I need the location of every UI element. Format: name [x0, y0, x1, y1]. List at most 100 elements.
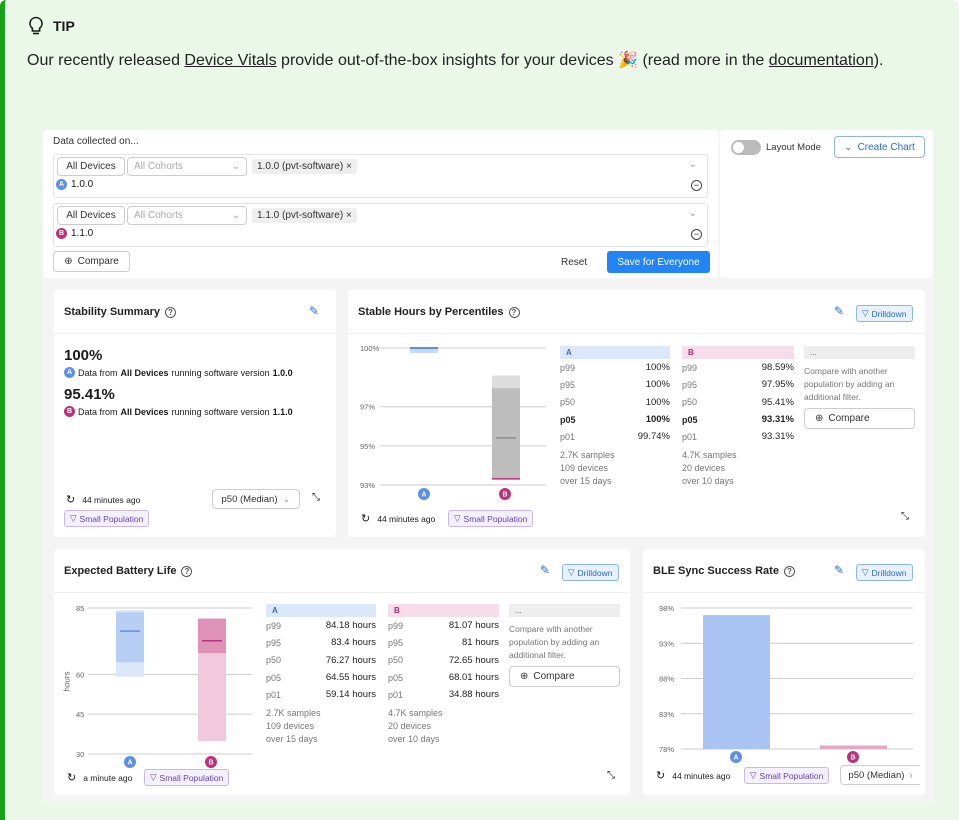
stat-row: p01 99.74%	[560, 428, 670, 445]
x-tick-a-circle	[730, 751, 742, 763]
refresh-icon[interactable]: ↻	[66, 494, 76, 506]
stat-row: p05 64.55 hours	[266, 669, 376, 686]
stat-row: p50 95.41%	[682, 394, 794, 411]
refresh-icon[interactable]: ↻	[656, 770, 666, 782]
create-chart-button[interactable]: ⌄ Create Chart	[834, 136, 925, 158]
bar-a	[703, 615, 770, 749]
small-population-badge: ▽ Small Population	[448, 510, 534, 527]
col-c-header: ...	[509, 604, 620, 617]
help-icon[interactable]: ?	[181, 565, 193, 577]
ble-card: BLE Sync Success Rate? ✎ ▽ Drilldown 98% 9…	[643, 549, 925, 795]
bar-b	[198, 618, 226, 654]
stat-percentile: p50	[682, 397, 698, 408]
chevron-down-icon[interactable]: ⌄	[688, 208, 697, 219]
compare-label: Compare	[77, 256, 119, 267]
chevron-down-icon: ⌄	[282, 493, 291, 505]
filter-icon: ▽	[750, 770, 757, 780]
tip-label: TIP	[53, 18, 75, 34]
drilldown-button[interactable]: ▽ Drilldown	[562, 564, 619, 581]
drilldown-button[interactable]: ▽ Drilldown	[856, 305, 913, 322]
remove-icon[interactable]: −	[691, 229, 702, 240]
refresh-icon[interactable]: ↻	[361, 513, 371, 525]
edit-icon[interactable]: ✎	[540, 563, 551, 577]
device-vitals-link[interactable]: Device Vitals	[184, 52, 277, 69]
edit-icon[interactable]: ✎	[309, 304, 320, 318]
stable-hours-title-row: Stable Hours by Percentiles?	[358, 306, 520, 318]
samples: 2.7K samples	[560, 450, 615, 461]
help-icon[interactable]: ?	[783, 565, 795, 577]
stability-a-group: All Devices	[120, 367, 169, 378]
stat-value: 93.31%	[761, 414, 794, 426]
percentile-select[interactable]: p50 (Median) ›	[840, 765, 920, 785]
documentation-link[interactable]: documentation	[768, 52, 874, 69]
cohort-select-b[interactable]: All Cohorts ⌄	[127, 206, 247, 225]
stable-hours-refresh[interactable]: ↻ 44 minutes ago	[361, 512, 435, 525]
days: over 15 days	[560, 476, 612, 487]
stability-title: Stability Summary	[64, 306, 160, 318]
close-icon[interactable]: ×	[345, 210, 352, 221]
reset-button[interactable]: Reset	[561, 257, 588, 268]
drilldown-label: Drilldown	[871, 567, 907, 578]
stability-refresh[interactable]: ↻ 44 minutes ago	[66, 493, 140, 506]
col-b-rows: p99 81.07 hours p95 81 hours p50 72.65 hours p…	[388, 617, 499, 703]
edit-icon[interactable]: ✎	[834, 304, 845, 318]
devices: 109 devices	[560, 463, 609, 474]
stat-row: p95 97.95%	[682, 376, 794, 393]
percentile-select-label: p50 (Median)	[221, 493, 278, 505]
expand-icon[interactable]: ⤡	[901, 511, 909, 522]
expand-icon[interactable]: ⤡	[312, 492, 320, 503]
stat-row: p50 100%	[560, 394, 670, 411]
col-b-rows: p99 98.59% p95 97.95% p50 95.41% p05 93.31% p01 9…	[682, 359, 794, 445]
expand-icon[interactable]: ⤡	[607, 770, 615, 781]
cohort-select-a[interactable]: All Cohorts ⌄	[127, 157, 247, 176]
help-icon[interactable]: ?	[164, 306, 176, 318]
stat-row: p50 72.65 hours	[388, 652, 499, 669]
col-a-header: A	[266, 604, 376, 617]
ble-refresh[interactable]: ↻ 44 minutes ago	[656, 769, 730, 782]
stat-row: p01 93.31%	[682, 428, 794, 445]
remove-icon[interactable]: −	[691, 180, 702, 191]
refresh-icon[interactable]: ↻	[67, 772, 77, 784]
compare-hint: Compare with another population by addin…	[804, 366, 895, 402]
battery-title-row: Expected Battery Life?	[64, 565, 193, 577]
divider	[643, 592, 925, 593]
stat-value: 93.31%	[761, 431, 794, 443]
days: over 10 days	[388, 734, 440, 745]
percentile-select[interactable]: p50 (Median) ⌄	[212, 489, 300, 509]
stat-value: 81 hours	[462, 637, 499, 649]
col-a-meta: 2.7K samples 109 devices over 15 days	[266, 707, 376, 746]
y-tick-label: 88%	[659, 675, 674, 684]
compare-hint: Compare with another population by addin…	[509, 624, 600, 660]
drilldown-button[interactable]: ▽ Drilldown	[856, 564, 913, 581]
small-population-badge: ▽ Small Population	[144, 769, 230, 786]
compare-button[interactable]: ⊕ Compare	[53, 251, 130, 272]
x-tick-a: A	[733, 755, 738, 762]
compare-button[interactable]: ⊕ Compare	[509, 666, 620, 687]
filter-icon: ▽	[862, 567, 869, 577]
battery-refresh[interactable]: ↻ a minute ago	[67, 771, 132, 784]
x-tick-b: B	[850, 755, 855, 762]
stat-row: p99 100%	[560, 359, 670, 376]
tip-text: Our recently released Device Vitals prov…	[27, 48, 907, 74]
compare-button[interactable]: ⊕ Compare	[804, 408, 915, 429]
bar-b	[492, 388, 520, 479]
tip-header: TIP	[27, 16, 75, 36]
stat-percentile: p05	[388, 672, 404, 683]
filter-value-b: 1.1.0	[71, 228, 94, 239]
col-b-header: B	[682, 346, 794, 359]
help-icon[interactable]: ?	[508, 306, 520, 318]
version-chip-b[interactable]: 1.1.0 (pvt-software) ×	[252, 208, 357, 223]
edit-icon[interactable]: ✎	[834, 563, 845, 577]
y-tick-label: 83%	[659, 710, 674, 719]
group-select-b[interactable]: All Devices	[57, 206, 125, 225]
badge-label: Small Population	[759, 770, 824, 781]
group-select-a[interactable]: All Devices	[57, 157, 125, 176]
close-icon[interactable]: ×	[345, 161, 352, 172]
version-chip-a[interactable]: 1.0.0 (pvt-software) ×	[252, 159, 357, 174]
save-for-everyone-button[interactable]: Save for Everyone	[607, 251, 710, 273]
chevron-down-icon[interactable]: ⌄	[688, 159, 697, 170]
stat-row: p50 76.27 hours	[266, 652, 376, 669]
layout-mode-toggle[interactable]	[731, 140, 761, 155]
stat-percentile: p95	[388, 637, 404, 648]
samples: 4.7K samples	[682, 450, 737, 461]
